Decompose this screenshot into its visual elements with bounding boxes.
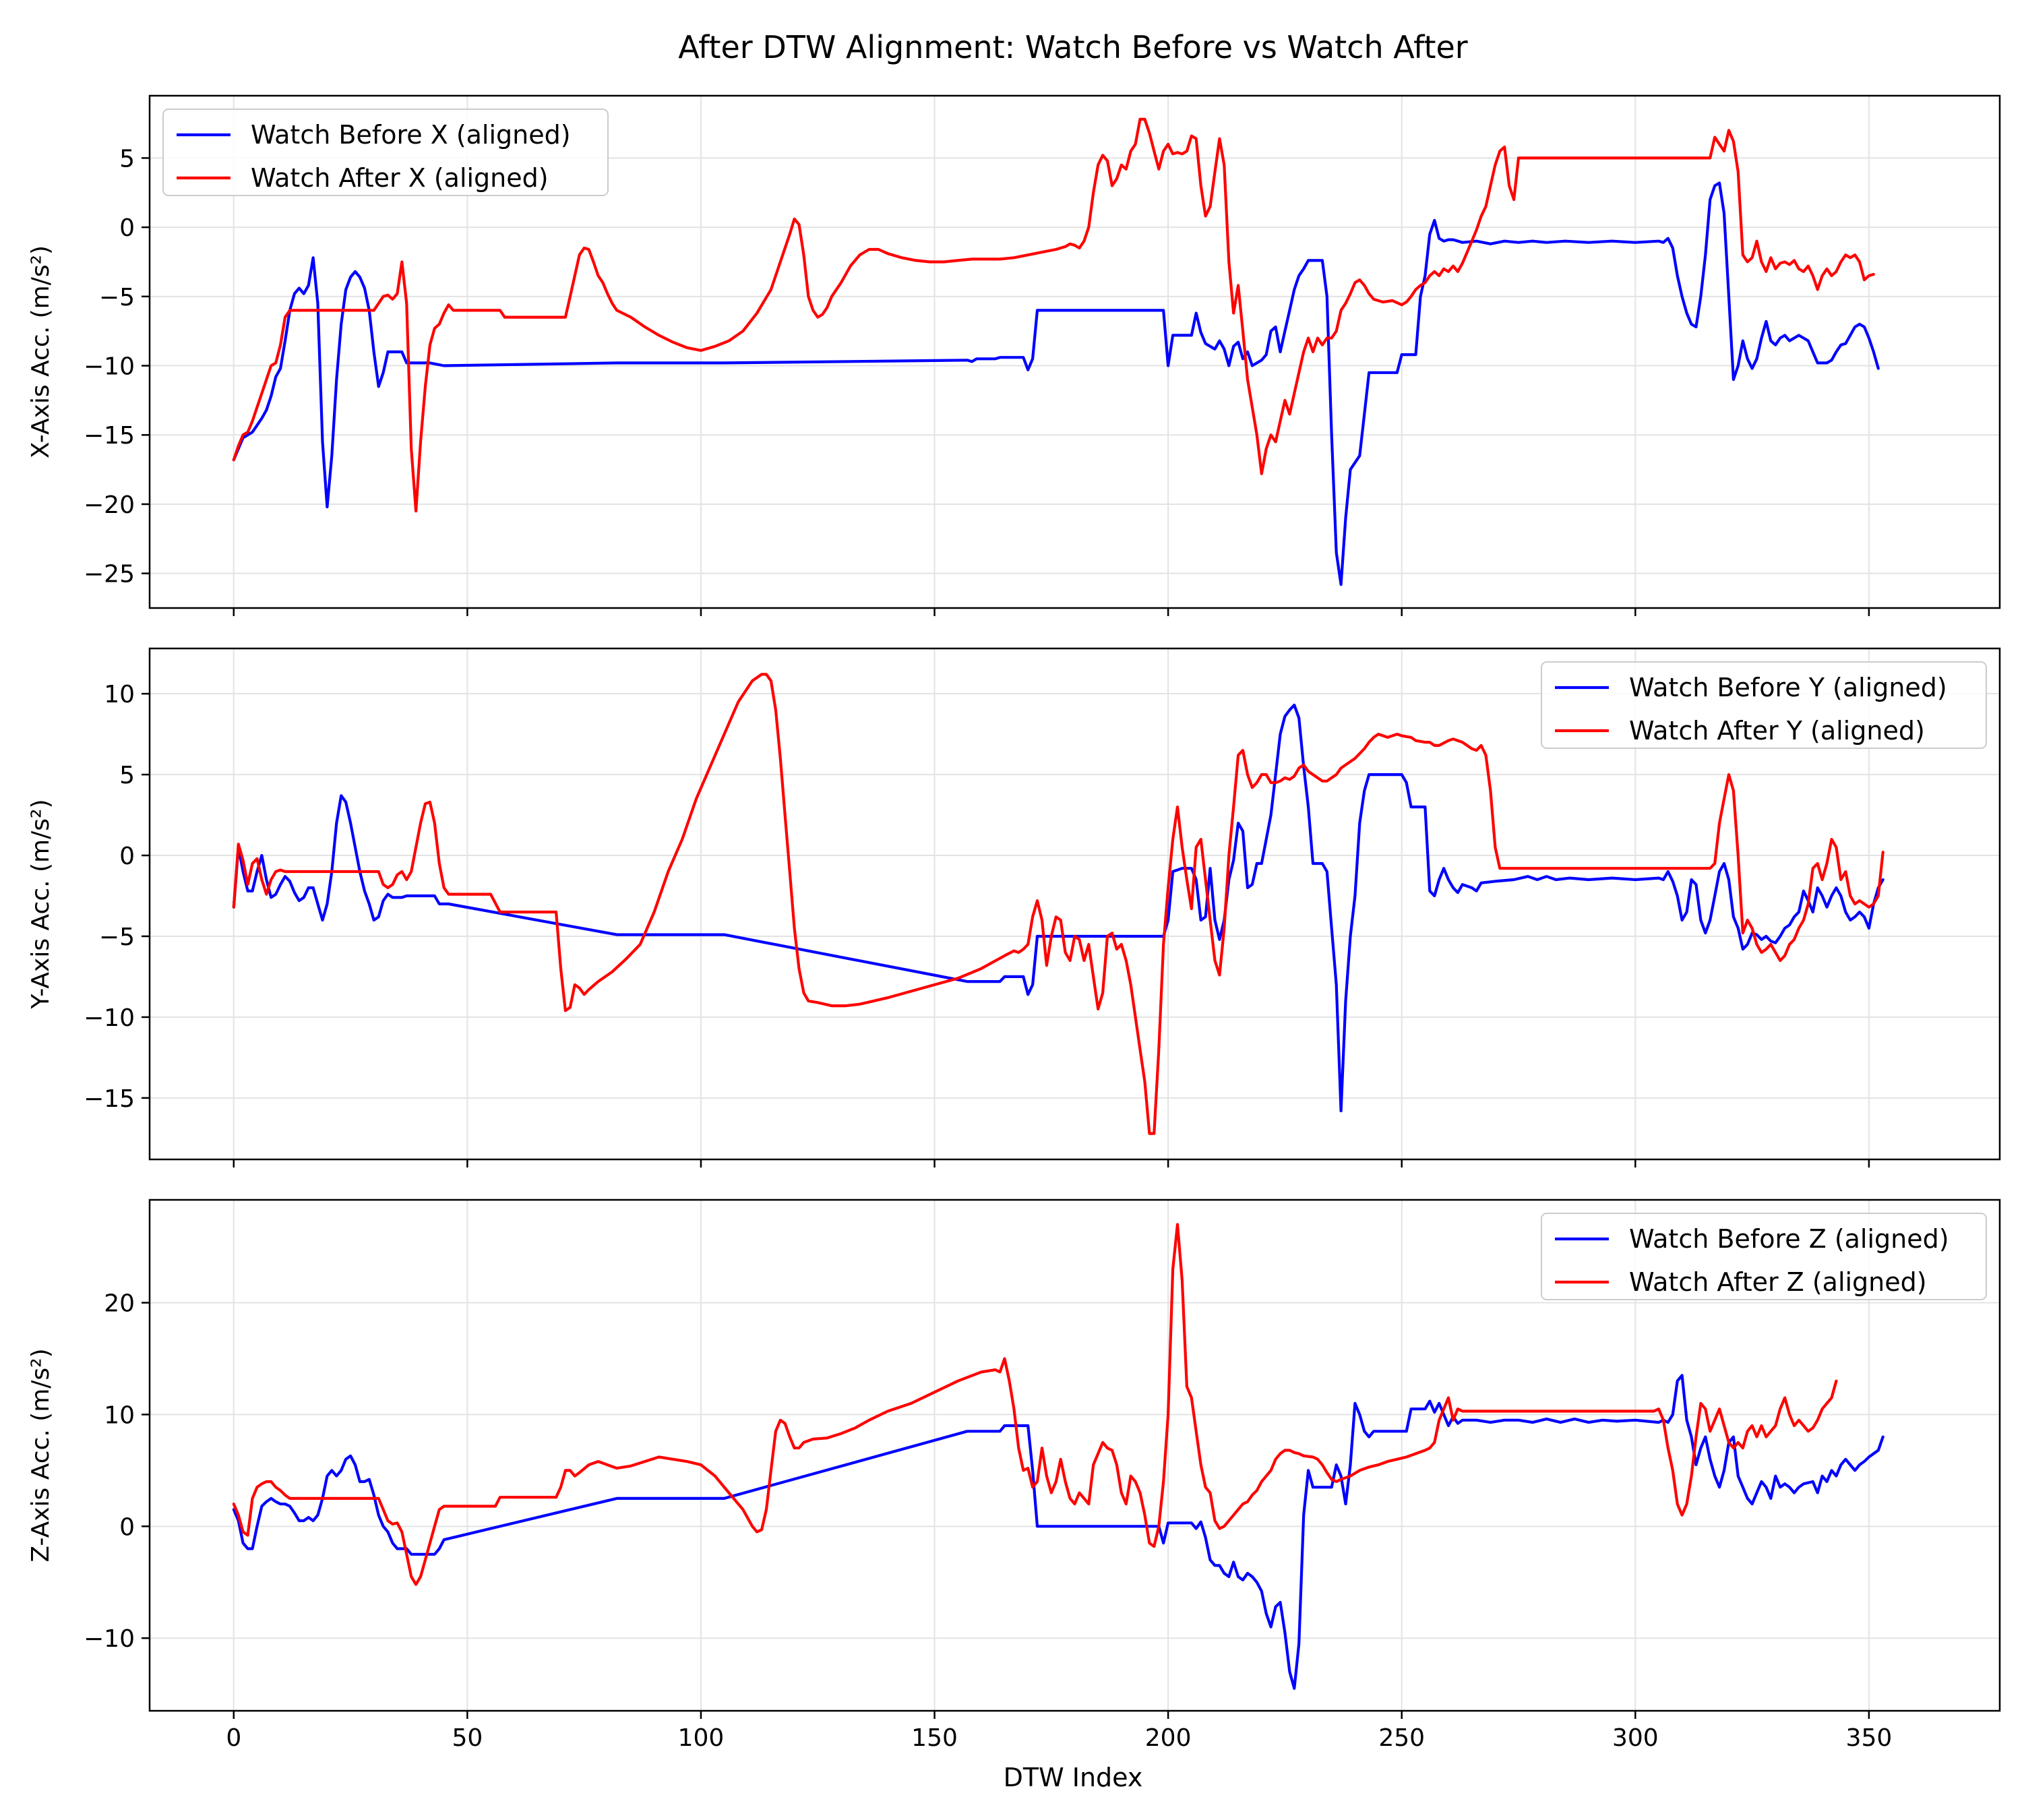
legend-box: [1541, 1213, 1987, 1300]
x-axis-subplot-frame: [148, 94, 2001, 609]
y-series-line-after: [232, 673, 1885, 1135]
x-axis-subplot-legend: Watch Before X (aligned) Watch After X (a…: [162, 109, 609, 196]
x-tick-label: 300: [1612, 1724, 1659, 1752]
y-tick-label: 10: [104, 1401, 135, 1429]
y-tick-label: −5: [99, 923, 135, 951]
x-series-line-before: [232, 181, 1880, 586]
legend-box: [1541, 661, 1987, 749]
z-axis-subplot-series: [232, 1223, 1885, 1690]
y-tick-label: −20: [84, 491, 135, 519]
legend-label-before: Watch Before Z (aligned): [1629, 1224, 1949, 1254]
legend-box: [162, 109, 609, 196]
y-tick-label: 5: [119, 762, 135, 789]
y-tick-label: 0: [119, 1513, 135, 1541]
y-axis-subplot-legend: Watch Before Y (aligned) Watch After Y (a…: [1541, 661, 1987, 749]
y-axis-subplot-series: [232, 673, 1885, 1135]
y-tick-label: 10: [104, 681, 135, 708]
x-axis-label: DTW Index: [1004, 1763, 1143, 1792]
x-tick-label: 350: [1846, 1724, 1893, 1752]
x-axis-subplot-series: [232, 117, 1880, 586]
y-tick-label: −25: [84, 561, 135, 588]
legend-label-after: Watch After Y (aligned): [1629, 716, 1925, 746]
x-axis-subplot-ylabel: X-Axis Acc. (m/s²): [27, 245, 55, 458]
x-axis-subplot-ticks: 5 0 −5 −10 −15 −20 −25: [84, 145, 1870, 616]
y-tick-label: −10: [84, 353, 135, 381]
y-axis-subplot: 10 5 0 −5 −10 −15 Y-Axis Acc. (m/s²) Watch Be…: [27, 647, 2001, 1167]
y-tick-label: 5: [119, 145, 135, 173]
z-axis-subplot-ylabel: Z-Axis Acc. (m/s²): [27, 1348, 55, 1562]
x-tick-label: 100: [678, 1724, 725, 1752]
y-tick-label: −10: [84, 1625, 135, 1653]
z-series-line-after: [232, 1223, 1838, 1586]
legend-label-after: Watch After Z (aligned): [1629, 1267, 1927, 1297]
z-axis-subplot-frame: [148, 1199, 2001, 1712]
y-tick-label: −15: [84, 1085, 135, 1113]
legend-label-before: Watch Before X (aligned): [251, 120, 571, 150]
z-series-line-before: [232, 1374, 1885, 1690]
y-tick-label: 0: [119, 843, 135, 870]
y-tick-label: 0: [119, 214, 135, 242]
x-tick-label: 200: [1145, 1724, 1192, 1752]
y-tick-label: −5: [99, 284, 135, 311]
legend-label-before: Watch Before Y (aligned): [1629, 673, 1947, 702]
y-tick-label: −15: [84, 422, 135, 450]
x-tick-label: 0: [226, 1724, 241, 1752]
z-axis-subplot-legend: Watch Before Z (aligned) Watch After Z (a…: [1541, 1213, 1987, 1300]
y-axis-subplot-ticks: 10 5 0 −5 −10 −15: [84, 681, 1870, 1167]
x-series-line-after: [232, 117, 1875, 513]
legend-label-after: Watch After X (aligned): [251, 163, 549, 193]
x-tick-label: 50: [452, 1724, 483, 1752]
y-axis-subplot-frame: [148, 647, 2001, 1161]
y-axis-subplot-ylabel: Y-Axis Acc. (m/s²): [27, 799, 55, 1010]
y-tick-label: −10: [84, 1004, 135, 1032]
x-tick-label: 250: [1378, 1724, 1425, 1752]
x-tick-label: 150: [911, 1724, 958, 1752]
y-tick-label: 20: [104, 1290, 135, 1318]
figure-title: After DTW Alignment: Watch Before vs Wat…: [678, 29, 1468, 65]
x-axis-subplot: 5 0 −5 −10 −15 −20 −25 X-Axis Acc. (m/s²) Watc…: [27, 94, 2001, 616]
